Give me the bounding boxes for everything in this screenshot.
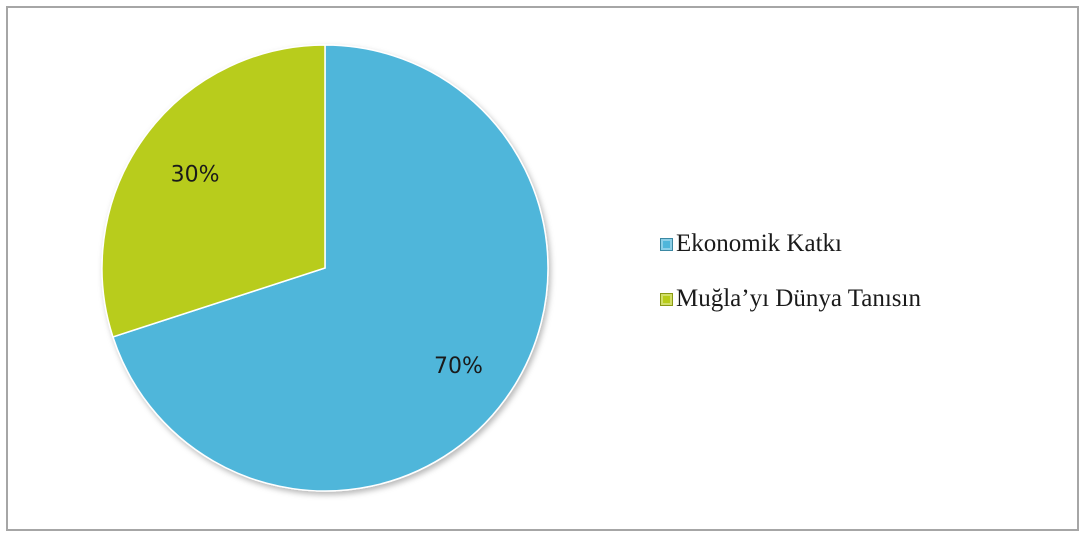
legend-label-ekonomik-katki: Ekonomik Katkı (676, 230, 842, 257)
legend-item-mugla-dunya: Muğla’yı Dünya Tanısın (660, 281, 921, 317)
chart-legend: Ekonomik Katkı Muğla’yı Dünya Tanısın (660, 226, 921, 336)
legend-label-mugla-dunya: Muğla’yı Dünya Tanısın (676, 285, 921, 312)
legend-swatch-mugla-dunya (660, 292, 673, 306)
pie-slice-mugla-dunya (101, 44, 326, 338)
pie-label-ekonomik-katki: 70% (434, 354, 483, 379)
legend-item-ekonomik-katki: Ekonomik Katkı (660, 226, 921, 262)
pie-slice-ekonomik-katki (111, 44, 549, 492)
pie-label-mugla-dunya: 30% (171, 163, 220, 188)
legend-swatch-ekonomik-katki (660, 237, 673, 251)
